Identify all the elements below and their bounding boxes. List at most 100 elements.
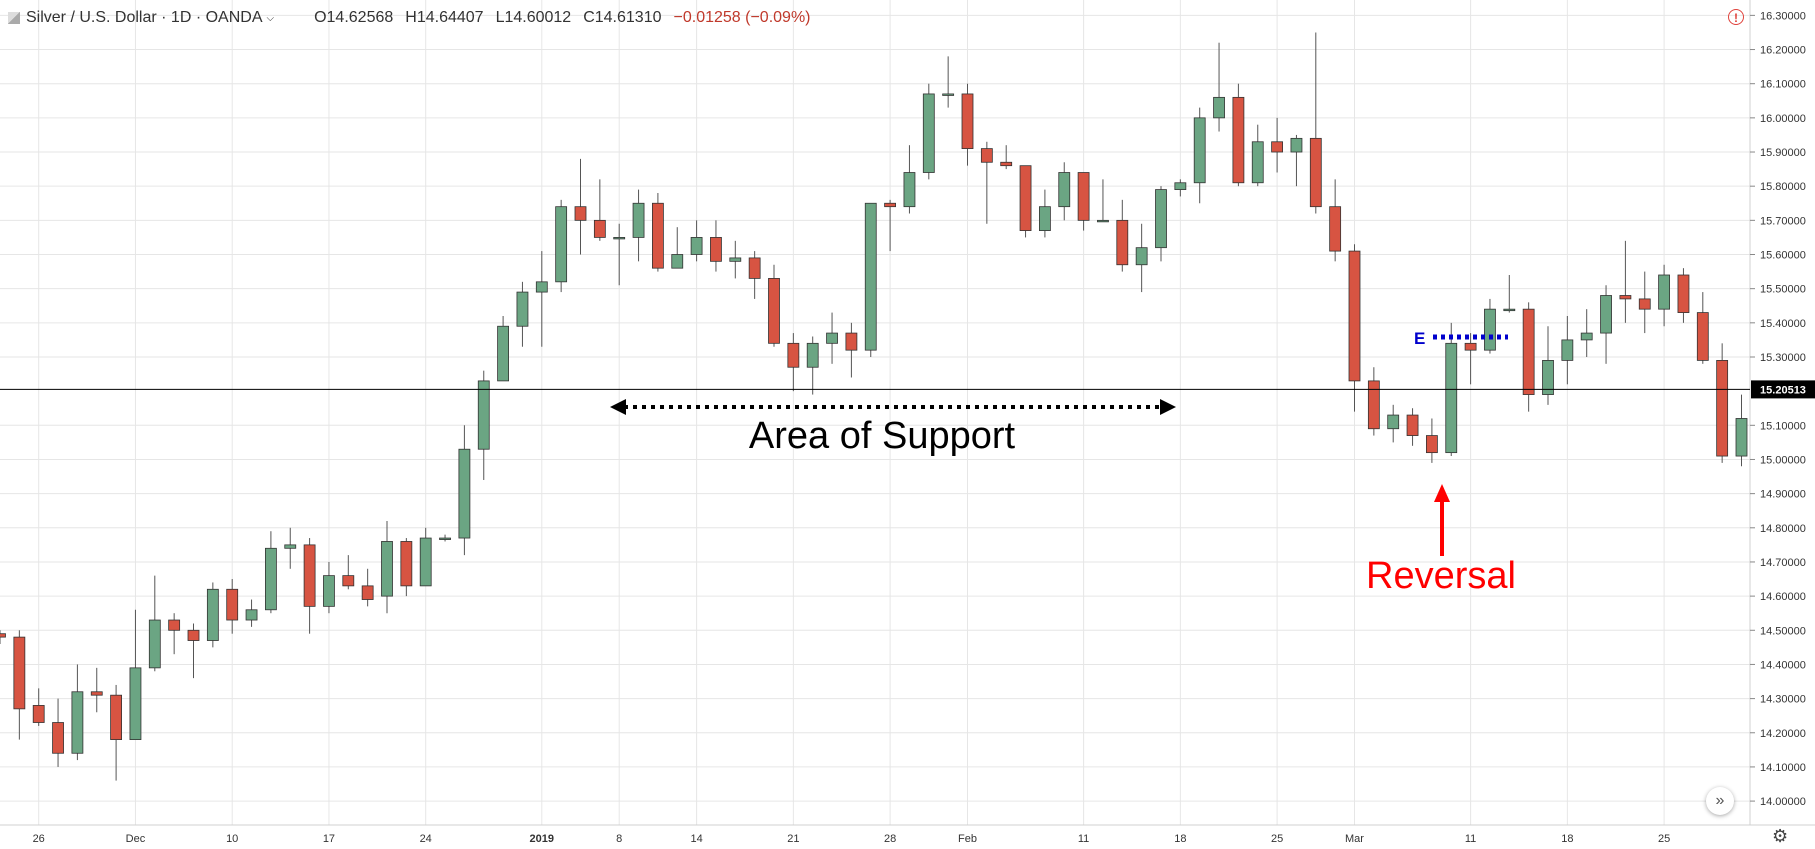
candle	[1561, 315, 1574, 385]
candle	[264, 531, 277, 614]
candle-body	[652, 202, 664, 269]
candle-body	[1619, 295, 1632, 300]
candle-body	[0, 633, 6, 638]
candle	[497, 315, 510, 382]
candle	[922, 83, 935, 180]
candle	[806, 336, 819, 395]
candle-body	[439, 537, 451, 540]
candle	[1426, 418, 1438, 463]
price-tick-label: 16.20000	[1760, 45, 1806, 57]
current-price-marker: 15.20513	[1751, 380, 1815, 399]
price-tick-label: 14.10000	[1760, 762, 1806, 774]
candle	[439, 534, 451, 542]
candle	[71, 664, 84, 761]
candle	[729, 240, 742, 279]
price-tick-label: 14.40000	[1760, 659, 1806, 671]
candle	[168, 613, 181, 655]
symbol-title[interactable]: Silver / U.S. Dollar · 1D · OANDA	[26, 9, 263, 26]
candle	[690, 220, 703, 262]
candle	[52, 698, 64, 767]
arrow-right-head	[1160, 399, 1176, 415]
reversal-annotation: Reversal	[1366, 555, 1516, 597]
candle-body	[52, 722, 64, 754]
support-annotation: Area of Support	[749, 415, 1016, 457]
candle	[400, 538, 413, 597]
candle	[1658, 264, 1670, 327]
candle-body	[1174, 182, 1187, 190]
price-tick-label: 15.60000	[1760, 250, 1806, 262]
candle	[361, 568, 374, 607]
candle-body	[1232, 96, 1245, 184]
candle-body	[1696, 312, 1709, 361]
candle-body	[71, 691, 84, 754]
candle	[1135, 223, 1148, 293]
candle	[1677, 268, 1690, 323]
candle-body	[1077, 172, 1090, 221]
time-tick-label: 25	[1658, 833, 1670, 845]
gear-icon[interactable]: ⚙	[1772, 826, 1789, 846]
candle	[1387, 404, 1400, 443]
candle-body	[1290, 137, 1303, 153]
candle-body	[1367, 380, 1380, 430]
time-tick-label: 28	[884, 833, 896, 845]
candle	[148, 575, 161, 672]
candle	[1019, 165, 1032, 238]
candle-body	[32, 705, 45, 723]
candle	[1503, 275, 1516, 313]
candle	[110, 684, 122, 781]
candle	[1619, 240, 1632, 323]
candle-body	[1000, 161, 1013, 167]
candle	[652, 193, 664, 272]
candle-body	[845, 332, 858, 351]
price-tick-label: 15.80000	[1760, 181, 1806, 193]
price-tick-label: 14.20000	[1760, 728, 1806, 740]
candle-body	[903, 172, 916, 208]
arrow-left-head	[610, 399, 626, 415]
time-scale: 26 Dec 10 17 24 2019 8 14 21 28 Feb 11 18 25 Mar 11 18 25	[33, 833, 1671, 845]
candle	[1522, 302, 1535, 412]
candle-body	[1426, 435, 1438, 454]
candle-body	[1522, 308, 1535, 395]
candle	[187, 623, 200, 679]
candle-body	[323, 575, 335, 607]
candle	[535, 251, 548, 347]
arrow-up-head	[1434, 484, 1450, 502]
chevron-down-icon[interactable]: ⌵	[266, 12, 275, 24]
candle	[632, 189, 645, 262]
time-tick-label: 17	[323, 833, 335, 845]
candle	[129, 609, 142, 740]
candle-body	[1464, 342, 1477, 351]
symbol-logo-icon	[8, 12, 20, 24]
candle	[1696, 292, 1709, 364]
candle-body	[381, 541, 393, 597]
candle-body	[1019, 165, 1032, 231]
candle	[671, 227, 684, 269]
candle-body	[1271, 141, 1283, 153]
candle-body	[1309, 137, 1322, 208]
time-tick-label: 18	[1174, 833, 1186, 845]
candle	[458, 425, 471, 556]
alert-icon[interactable]: !	[1728, 9, 1744, 25]
scroll-to-realtime-button[interactable]: »	[1706, 787, 1734, 815]
candle	[555, 199, 568, 293]
time-tick-label: 2019	[530, 833, 554, 845]
candle-body	[303, 544, 316, 607]
candle-body	[1387, 414, 1400, 430]
candle-body	[1561, 339, 1574, 361]
candle-body	[806, 342, 819, 368]
candle	[1174, 179, 1187, 197]
candle-body	[1677, 274, 1690, 313]
candle	[845, 322, 858, 378]
candle	[303, 538, 316, 634]
candle	[1406, 408, 1419, 446]
candle-body	[1406, 414, 1419, 436]
price-tick-label: 14.80000	[1760, 523, 1806, 535]
candle	[961, 83, 974, 166]
candle	[1251, 124, 1264, 187]
candle-body	[884, 202, 896, 208]
candle	[1638, 271, 1651, 334]
time-tick-label: 25	[1271, 833, 1283, 845]
candle	[1367, 367, 1380, 436]
